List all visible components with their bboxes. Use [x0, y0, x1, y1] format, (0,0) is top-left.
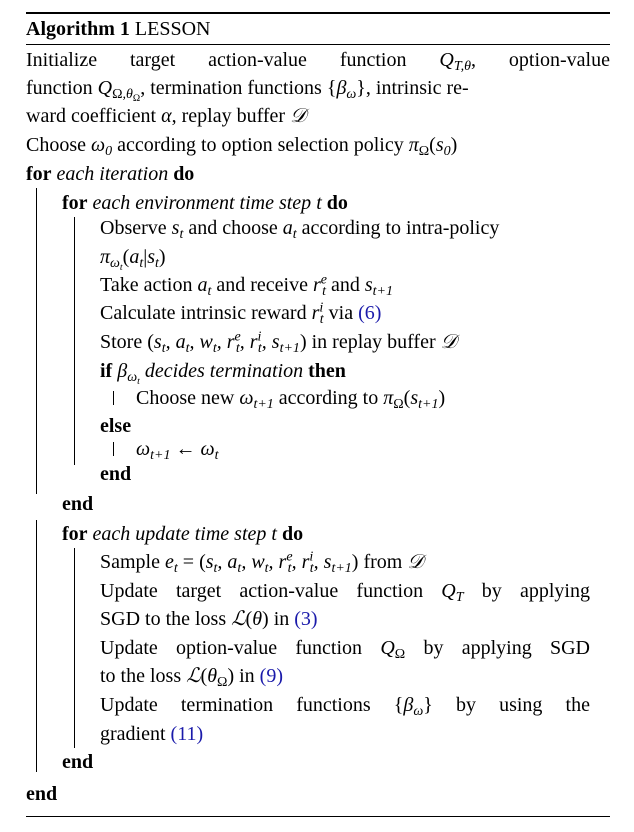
- iteration-block-bar: [36, 188, 37, 494]
- sgd-loss-line-1: SGD to the loss ℒ(θ) in (3): [100, 608, 318, 630]
- iteration-block-bar-2: [36, 520, 37, 772]
- sample-line: Sample et = (st, at, wt, ret, rit, st+1)…: [100, 549, 424, 577]
- intra-policy-line: πωt(at|st): [100, 246, 166, 274]
- algorithm-name: LESSON: [134, 18, 211, 40]
- keep-option-line: ωt+1 ← ωt: [136, 438, 219, 464]
- end-if-line: end: [100, 463, 132, 485]
- calc-reward-line: Calculate intrinsic reward rit via (6): [100, 300, 382, 328]
- for-each-update-step: for each update time step t do: [62, 523, 304, 545]
- init-line-2: function QΩ,θΩ, termination functions {β…: [26, 77, 469, 105]
- eq9-link[interactable]: (9): [259, 665, 283, 687]
- algorithm-header: Algorithm 1 LESSON: [26, 16, 210, 42]
- eq6-link[interactable]: (6): [358, 302, 382, 324]
- sgd-loss-line-2: to the loss ℒ(θΩ) in (9): [100, 665, 283, 691]
- header-rule: [26, 44, 610, 45]
- end-env-step-line: end: [62, 493, 94, 515]
- then-block-bar: [113, 391, 114, 405]
- env-step-block-bar: [74, 217, 75, 465]
- end-iteration-line: end: [26, 783, 58, 805]
- top-rule: [26, 12, 610, 14]
- for-each-env-step: for each environment time step t do: [62, 192, 348, 214]
- eq11-link[interactable]: (11): [170, 723, 204, 745]
- else-line: else: [100, 415, 132, 437]
- gradient-line: gradient (11): [100, 723, 204, 745]
- update-target-line: Update target action-value function QT b…: [100, 580, 590, 606]
- update-step-block-bar: [74, 548, 75, 748]
- algorithm-label: Algorithm 1: [26, 18, 130, 40]
- choose-new-option-line: Choose new ωt+1 according to πΩ(st+1): [136, 387, 446, 413]
- eq3-link[interactable]: (3): [294, 608, 318, 630]
- for-each-iteration: for each iteration do: [26, 163, 195, 185]
- if-termination-line: if βωt decides termination then: [100, 360, 346, 388]
- store-line: Store (st, at, wt, ret, rit, st+1) in re…: [100, 329, 457, 357]
- init-line-3: ward coefficient α, replay buffer 𝒟: [26, 105, 307, 127]
- else-block-bar: [113, 442, 114, 456]
- update-termination-line: Update termination functions {βω} by usi…: [100, 694, 590, 720]
- take-action-line: Take action at and receive ret and st+1: [100, 272, 393, 300]
- end-update-step-line: end: [62, 751, 94, 773]
- init-line-1: Initialize target action-value function …: [26, 49, 610, 75]
- update-option-line: Update option-value function QΩ by apply…: [100, 637, 590, 663]
- bottom-rule: [26, 816, 610, 817]
- choose-option-line: Choose ω0 according to option selection …: [26, 134, 458, 160]
- observe-line: Observe st and choose at according to in…: [100, 217, 500, 243]
